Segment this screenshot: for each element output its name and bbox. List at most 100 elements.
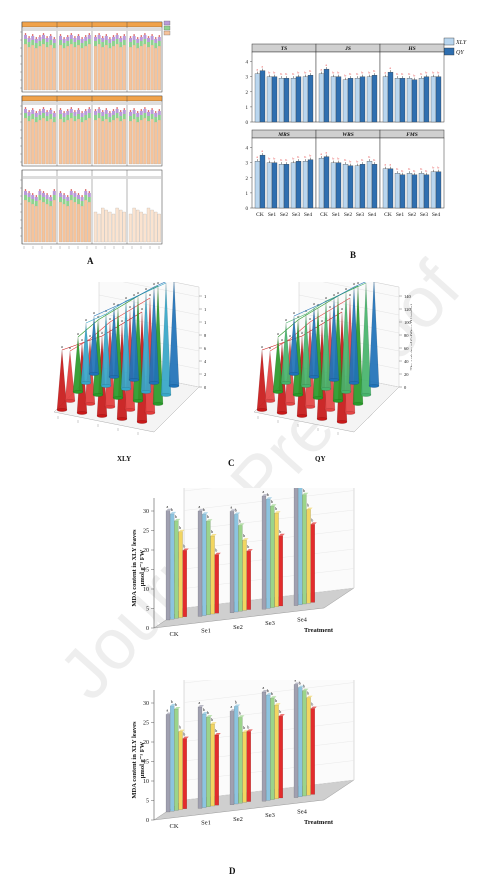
panel-a-bar — [154, 212, 157, 242]
significance-letter: b — [357, 160, 359, 164]
d-bar — [302, 495, 306, 604]
d-significance-letter: b — [299, 681, 301, 686]
d-bar — [302, 691, 306, 796]
panel-a-bar-green — [119, 116, 122, 121]
y-tick-label: 1 — [246, 192, 249, 197]
panel-c-qy-chart: 020406080100120140The activity of SeRPas… — [236, 282, 412, 442]
panel-a-bar-green — [66, 201, 69, 206]
panel-a-bar-purple — [154, 113, 157, 117]
panel-a-bar — [105, 210, 108, 242]
panel-a-subheader — [58, 28, 91, 31]
panel-a-bar — [66, 120, 69, 164]
panel-a-marker — [39, 109, 41, 111]
panel-a-bar — [123, 119, 126, 164]
y-tick-label: 4 — [246, 61, 249, 66]
panel-a-bar-purple — [31, 195, 34, 199]
d-bar — [234, 707, 238, 805]
bar-xly — [431, 77, 436, 122]
bar-qy — [388, 169, 393, 208]
panel-a-bar — [73, 47, 76, 90]
bar-qy — [436, 77, 441, 122]
panel-a-bar — [81, 206, 84, 242]
panel-a-marker — [46, 193, 48, 195]
panel-a-marker — [60, 108, 62, 110]
d-bar — [243, 732, 247, 802]
panel-a-bar-purple — [59, 36, 62, 40]
d-bar — [174, 521, 178, 619]
x-tick-label: Se2 — [408, 212, 417, 218]
panel-a-bar-green — [88, 197, 91, 202]
panel-a-bar-purple — [116, 109, 119, 113]
cone-base — [325, 408, 335, 411]
bar-xly — [291, 163, 296, 208]
cone-base — [161, 393, 171, 396]
panel-a-bar-purple — [63, 195, 66, 199]
cone-base — [361, 393, 371, 396]
panel-a-marker — [78, 108, 80, 110]
z-tick-label: 100 — [204, 320, 206, 325]
panel-a-bar — [133, 45, 136, 90]
d-significance-letter: b — [235, 700, 237, 705]
bar-qy — [400, 175, 405, 208]
d-bar — [211, 724, 215, 806]
panel-a-subheader — [23, 28, 56, 31]
d-bar — [230, 511, 234, 612]
panel-a-bar — [116, 118, 119, 164]
panel-a-bar — [81, 122, 84, 164]
significance-letter: b — [281, 158, 283, 162]
d-bar-top — [179, 530, 185, 532]
panel-a-marker — [32, 34, 34, 36]
panel-a-bar — [140, 46, 143, 90]
cone-base — [97, 414, 107, 417]
cone-letter: a — [61, 344, 63, 349]
panel-a-marker — [63, 193, 65, 195]
panel-a-bar-purple — [38, 37, 41, 41]
panel-a-bar — [143, 44, 146, 90]
panel-a-bar-purple — [53, 113, 56, 117]
panel-a-bar-green — [42, 113, 45, 118]
d-bar — [307, 510, 311, 604]
panel-a-marker — [141, 35, 143, 37]
d-bar — [311, 709, 315, 795]
bar-xly — [355, 78, 360, 122]
panel-a-marker — [120, 110, 122, 112]
panel-a-bar — [151, 45, 154, 90]
d-significance-letter: b — [275, 698, 277, 703]
significance-letter: b — [298, 155, 300, 159]
panel-a-marker — [71, 33, 73, 35]
y-tick-label: 0 — [246, 121, 249, 126]
panel-a-bar-purple — [28, 38, 31, 42]
panel-a-bar-purple — [147, 112, 150, 116]
panel-a-marker — [54, 111, 56, 113]
panel-a-marker — [54, 37, 56, 39]
panel-a-bar-purple — [112, 37, 115, 41]
cone-letter: a — [149, 292, 151, 297]
d-significance-letter: b — [207, 710, 209, 715]
panel-a-legend-swatch — [164, 26, 170, 30]
panel-a-bar-purple — [84, 111, 87, 115]
d-significance-letter: b — [247, 544, 249, 549]
bar-xly — [267, 163, 272, 208]
cone-base — [101, 384, 111, 387]
panel-a-marker — [137, 111, 139, 113]
panel-a-marker — [71, 107, 73, 109]
d-significance-letter: b — [203, 507, 205, 512]
cone-base — [77, 411, 87, 414]
panel-a-bar — [84, 200, 87, 242]
panel-a-bar — [129, 47, 132, 90]
panel-a-bar — [101, 121, 104, 164]
d-significance-letter: b — [211, 529, 213, 534]
panel-a-bar — [38, 46, 41, 90]
x-tick-label: Se2 — [280, 212, 289, 218]
significance-letter: b — [293, 72, 295, 76]
panel-a-marker — [151, 34, 153, 36]
panel-c-xly-caption: XLY — [117, 455, 131, 463]
bar-xly — [255, 74, 260, 122]
d-bar — [266, 695, 270, 800]
panel-a-bar-purple — [70, 109, 73, 113]
panel-a-bar — [24, 200, 27, 242]
d-significance-letter: b — [271, 691, 273, 696]
d-y-tick-label: 30 — [143, 509, 149, 515]
panel-a-bar-green — [151, 40, 154, 45]
y-tick-label: 0 — [246, 207, 249, 212]
